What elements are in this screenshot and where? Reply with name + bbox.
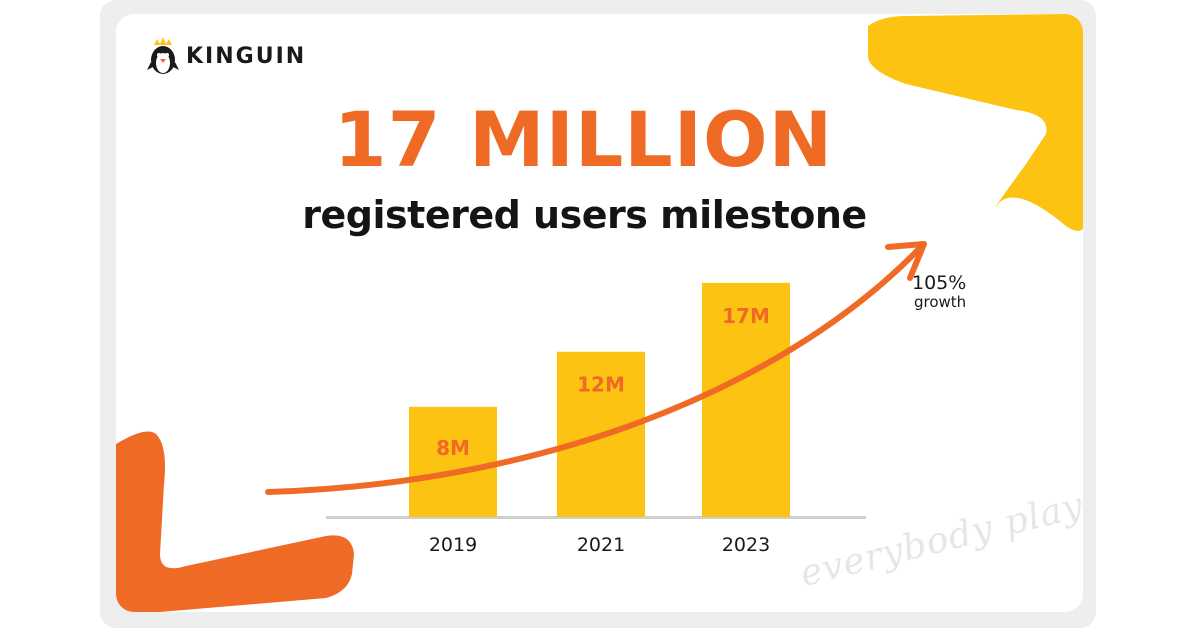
growth-label: growth xyxy=(914,293,967,311)
growth-annotation: 105% growth xyxy=(912,272,966,310)
yellow-corner-shape xyxy=(867,14,1083,231)
subheadline: registered users milestone xyxy=(302,193,867,237)
x-tick-label-2019: 2019 xyxy=(429,534,477,556)
data-label-2019: 8M xyxy=(436,436,470,460)
headline: 17 MILLION xyxy=(333,95,834,184)
penguin-crown-icon xyxy=(147,37,179,74)
data-label-2023: 17M xyxy=(722,304,770,328)
kinguin-logo[interactable]: KINGUIN xyxy=(146,36,306,76)
growth-value: 105% xyxy=(912,272,967,294)
bar-2019 xyxy=(409,406,497,517)
infographic-card: KINGUIN 17 MILLION registered users mile… xyxy=(116,14,1083,612)
bar-2023 xyxy=(702,282,790,517)
bar-chart: 8M 2019 12M 2021 17M 2023 xyxy=(265,241,927,556)
decorative-shapes xyxy=(116,14,1083,612)
x-tick-label-2023: 2023 xyxy=(722,534,770,556)
trend-arrow-line xyxy=(265,247,921,495)
x-tick-label-2021: 2021 xyxy=(577,534,625,556)
trend-arrow-head xyxy=(885,241,927,281)
data-label-2021: 12M xyxy=(577,373,625,397)
brand-name: KINGUIN xyxy=(186,44,307,69)
orange-corner-shape xyxy=(116,431,354,612)
